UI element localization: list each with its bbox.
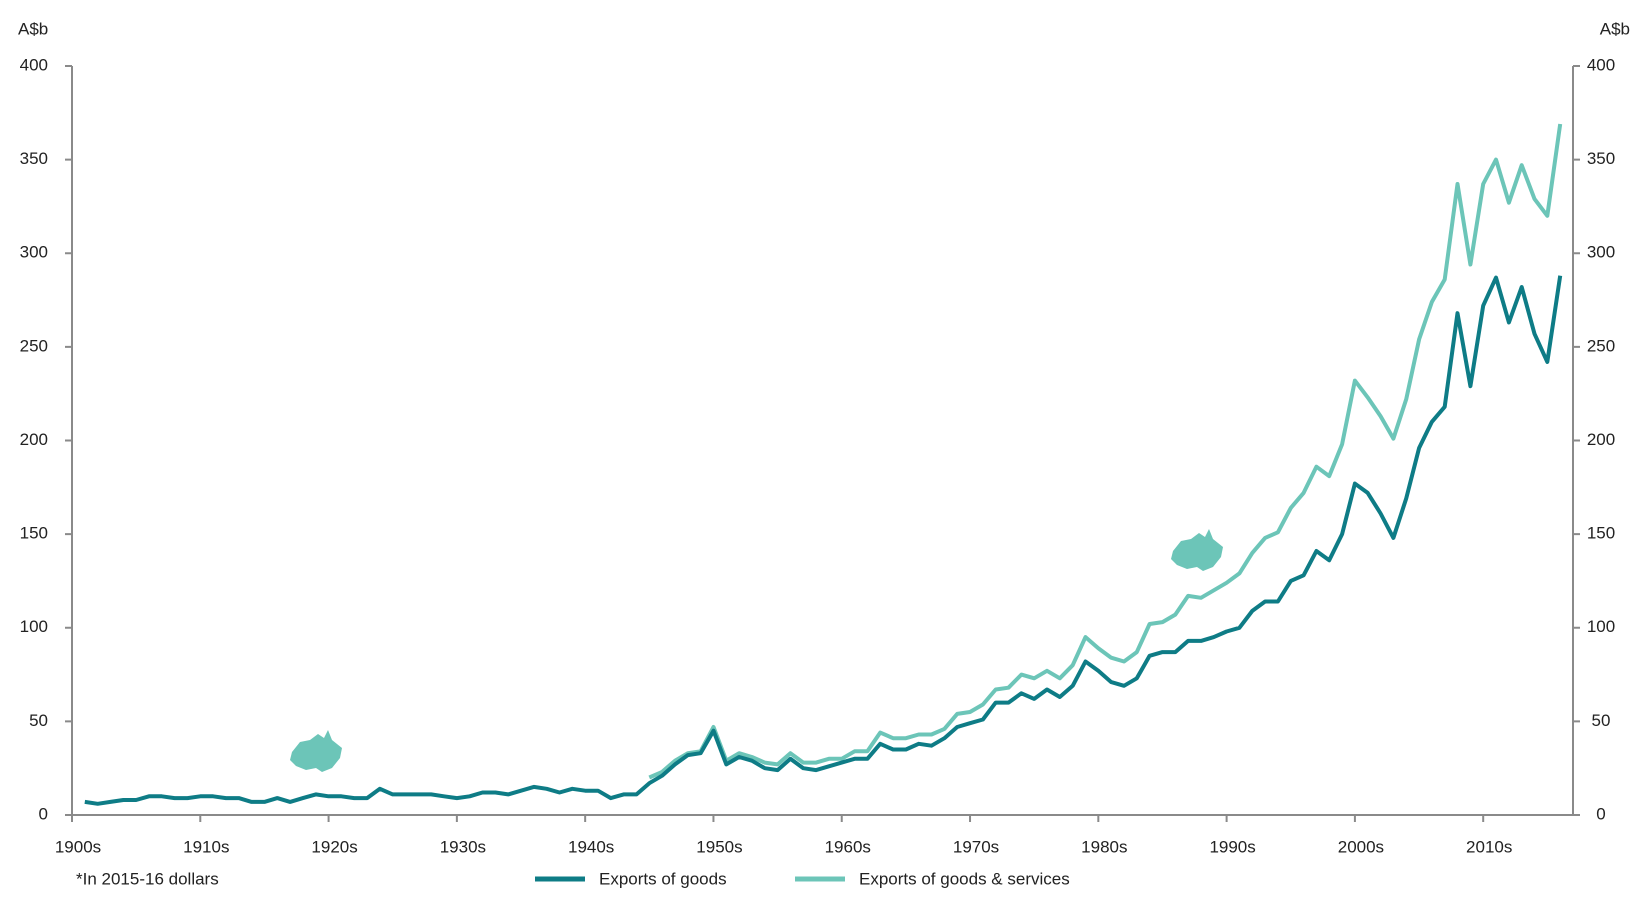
y-tick-label: 200 [20, 430, 48, 449]
series-line [648, 123, 1563, 780]
legend-label: Exports of goods [599, 869, 727, 888]
x-tick-label: 1940s [568, 837, 614, 856]
y-tick-label: 400 [20, 55, 48, 74]
series-line [84, 275, 1563, 806]
legend-label: Exports of goods & services [859, 869, 1070, 888]
australia-icon [290, 730, 342, 772]
y2-tick-label: 150 [1587, 524, 1615, 543]
x-tick-label: 2000s [1338, 837, 1384, 856]
footnote: *In 2015-16 dollars [76, 869, 219, 888]
y-tick-label: 50 [29, 711, 48, 730]
y-tick-label: 250 [20, 336, 48, 355]
y2-tick-label: 200 [1587, 430, 1615, 449]
x-tick-label: 1950s [696, 837, 742, 856]
y-tick-label: 0 [39, 804, 48, 823]
x-tick-label: 1930s [440, 837, 486, 856]
x-tick-label: 1920s [311, 837, 357, 856]
x-tick-label: 2010s [1466, 837, 1512, 856]
x-tick-label: 1900s [55, 837, 101, 856]
x-tick-label: 1970s [953, 837, 999, 856]
x-tick-label: 1990s [1209, 837, 1255, 856]
y-tick-label: 100 [20, 617, 48, 636]
australia-icon [1171, 529, 1223, 571]
y-tick-label: 150 [20, 524, 48, 543]
y-tick-label: 300 [20, 243, 48, 262]
y2-tick-label: 50 [1592, 711, 1611, 730]
y-tick-label: 350 [20, 149, 48, 168]
y2-tick-label: 400 [1587, 55, 1615, 74]
y2-tick-label: 100 [1587, 617, 1615, 636]
x-tick-label: 1980s [1081, 837, 1127, 856]
y2-axis-label: A$b [1600, 19, 1630, 38]
y2-tick-label: 250 [1587, 336, 1615, 355]
y2-tick-label: 300 [1587, 243, 1615, 262]
y-axis-label: A$b [18, 19, 48, 38]
y2-tick-label: 350 [1587, 149, 1615, 168]
x-tick-label: 1910s [183, 837, 229, 856]
y2-tick-label: 0 [1596, 804, 1605, 823]
x-tick-label: 1960s [825, 837, 871, 856]
